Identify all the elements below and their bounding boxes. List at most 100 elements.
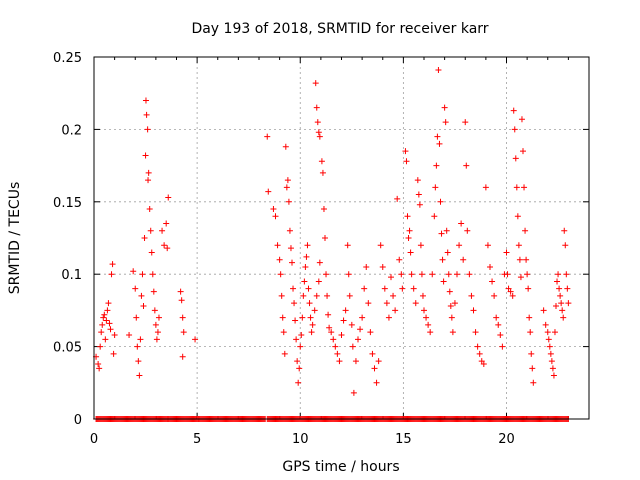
x-tick-label: 10	[292, 432, 309, 447]
data-point	[558, 300, 565, 307]
data-point	[375, 358, 382, 365]
data-point	[302, 263, 309, 270]
data-point	[460, 256, 467, 263]
y-tick-label: 0.2	[61, 123, 82, 138]
data-point	[349, 343, 356, 350]
data-point	[434, 133, 441, 140]
data-point	[145, 177, 152, 184]
data-point	[344, 242, 351, 249]
data-point	[279, 314, 286, 321]
data-point	[436, 140, 443, 147]
data-point	[305, 285, 312, 292]
data-point	[510, 107, 517, 114]
data-point	[284, 177, 291, 184]
data-point	[363, 263, 370, 270]
data-point	[177, 288, 184, 295]
data-point	[371, 365, 378, 372]
data-point	[106, 320, 113, 327]
x-tick-label: 5	[193, 432, 201, 447]
data-point	[412, 300, 419, 307]
data-point	[324, 292, 331, 299]
data-point	[192, 336, 199, 343]
data-point	[522, 227, 529, 234]
data-point	[365, 300, 372, 307]
data-point	[100, 314, 107, 321]
data-point	[547, 350, 554, 357]
data-point	[425, 321, 432, 328]
data-series-srmtid	[93, 67, 572, 422]
data-point	[165, 194, 172, 201]
data-point	[445, 271, 452, 278]
data-point	[487, 263, 493, 270]
data-point	[304, 242, 311, 249]
data-point	[180, 329, 187, 336]
data-point	[318, 158, 325, 165]
data-point	[439, 256, 446, 263]
data-point	[95, 360, 102, 367]
data-point	[545, 336, 552, 343]
data-point	[520, 148, 526, 155]
data-point	[379, 263, 386, 270]
data-point	[315, 129, 322, 136]
data-point	[402, 148, 409, 155]
chart-title: Day 193 of 2018, SRMTID for receiver kar…	[191, 21, 488, 37]
data-point	[283, 184, 290, 191]
data-point	[159, 227, 166, 234]
data-point	[414, 177, 421, 184]
data-point	[152, 321, 159, 328]
data-point	[410, 285, 417, 292]
data-point	[357, 326, 364, 333]
data-point	[179, 353, 186, 360]
data-point	[503, 249, 510, 256]
data-point	[369, 350, 376, 357]
data-point	[315, 278, 322, 285]
data-point	[313, 104, 320, 111]
data-point	[282, 143, 289, 150]
data-point	[564, 285, 571, 292]
data-point	[326, 324, 333, 331]
data-point	[334, 350, 341, 357]
data-point	[322, 235, 328, 241]
data-point	[491, 292, 498, 299]
data-point	[316, 259, 323, 266]
y-tick-label: 0	[74, 413, 82, 428]
data-point	[399, 285, 406, 292]
data-point	[145, 169, 152, 176]
data-point	[517, 274, 524, 281]
data-point	[355, 336, 361, 343]
data-point	[405, 235, 412, 241]
data-point	[274, 242, 281, 249]
x-tick-label: 20	[498, 432, 515, 447]
data-point	[377, 242, 384, 249]
data-point	[133, 314, 140, 321]
data-point	[277, 271, 284, 278]
data-point	[507, 288, 514, 295]
data-point	[348, 321, 355, 328]
data-point	[437, 198, 444, 205]
data-point	[148, 249, 155, 256]
data-point	[286, 227, 293, 234]
data-point	[514, 213, 521, 220]
data-point	[381, 285, 388, 292]
data-point	[290, 285, 297, 292]
data-point	[150, 288, 157, 295]
data-point	[546, 343, 553, 350]
data-point	[484, 242, 491, 249]
data-point	[270, 206, 277, 213]
data-point	[415, 191, 422, 198]
x-tick-label: 15	[395, 432, 412, 447]
data-point	[454, 271, 460, 278]
data-point	[383, 300, 390, 307]
data-point	[456, 242, 463, 249]
data-point	[495, 321, 502, 328]
data-point	[482, 184, 489, 191]
data-point	[312, 80, 319, 87]
data-point	[264, 133, 271, 140]
data-point	[147, 227, 154, 234]
data-point	[416, 201, 423, 208]
y-axis-ticks: 0 0.05 0.1 0.15 0.2 0.25	[53, 51, 589, 428]
data-point	[423, 314, 430, 321]
data-point	[565, 300, 572, 307]
data-point	[101, 311, 108, 318]
